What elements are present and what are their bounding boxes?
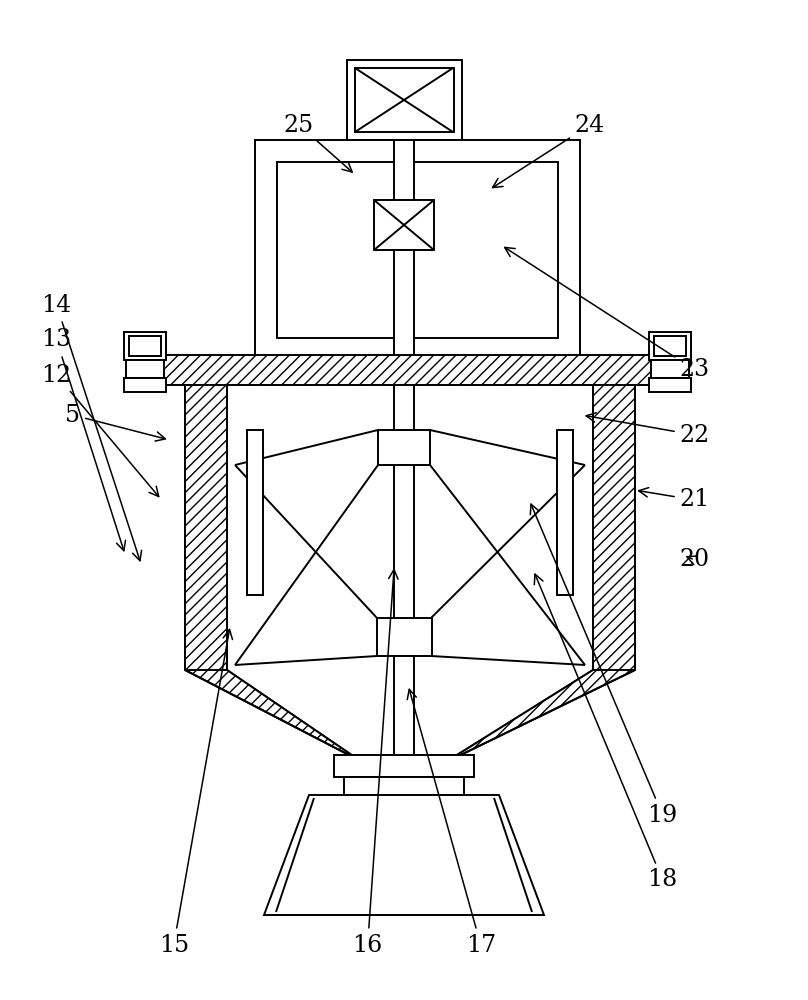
Polygon shape [264,795,544,915]
Text: 22: 22 [586,413,710,446]
Text: 13: 13 [41,328,125,551]
Bar [374,200,434,250]
Polygon shape [185,670,374,768]
Bar [355,68,454,132]
Bar [557,430,573,595]
Polygon shape [434,670,635,768]
Bar [651,360,689,378]
Bar [394,385,414,430]
Bar [394,465,414,618]
Text: 25: 25 [284,113,352,172]
Bar [185,385,227,670]
Bar [277,162,558,338]
Bar [247,430,263,595]
Bar [649,378,691,392]
Bar [593,385,635,670]
Bar [654,336,686,356]
Bar [378,430,430,465]
Bar [155,355,665,385]
Text: 23: 23 [505,247,710,381]
Bar [394,250,414,360]
Text: 24: 24 [493,113,605,188]
Bar [649,332,691,360]
Bar [394,140,414,200]
Bar [347,60,462,140]
Text: 12: 12 [41,363,158,497]
Text: 5: 5 [65,403,166,441]
Bar [129,336,161,356]
Bar [394,656,414,760]
Bar [334,755,474,777]
Text: 18: 18 [534,574,678,892]
Text: 20: 20 [680,548,710,572]
Bar [124,332,166,360]
Bar [124,378,166,392]
Bar [377,618,432,656]
Text: 14: 14 [41,294,141,561]
Bar [255,140,580,360]
Text: 17: 17 [407,689,496,956]
Text: 16: 16 [352,569,398,956]
Bar [344,777,464,795]
Text: 21: 21 [638,488,710,512]
Bar [126,360,164,378]
Text: 15: 15 [158,629,233,956]
Text: 19: 19 [530,504,678,826]
